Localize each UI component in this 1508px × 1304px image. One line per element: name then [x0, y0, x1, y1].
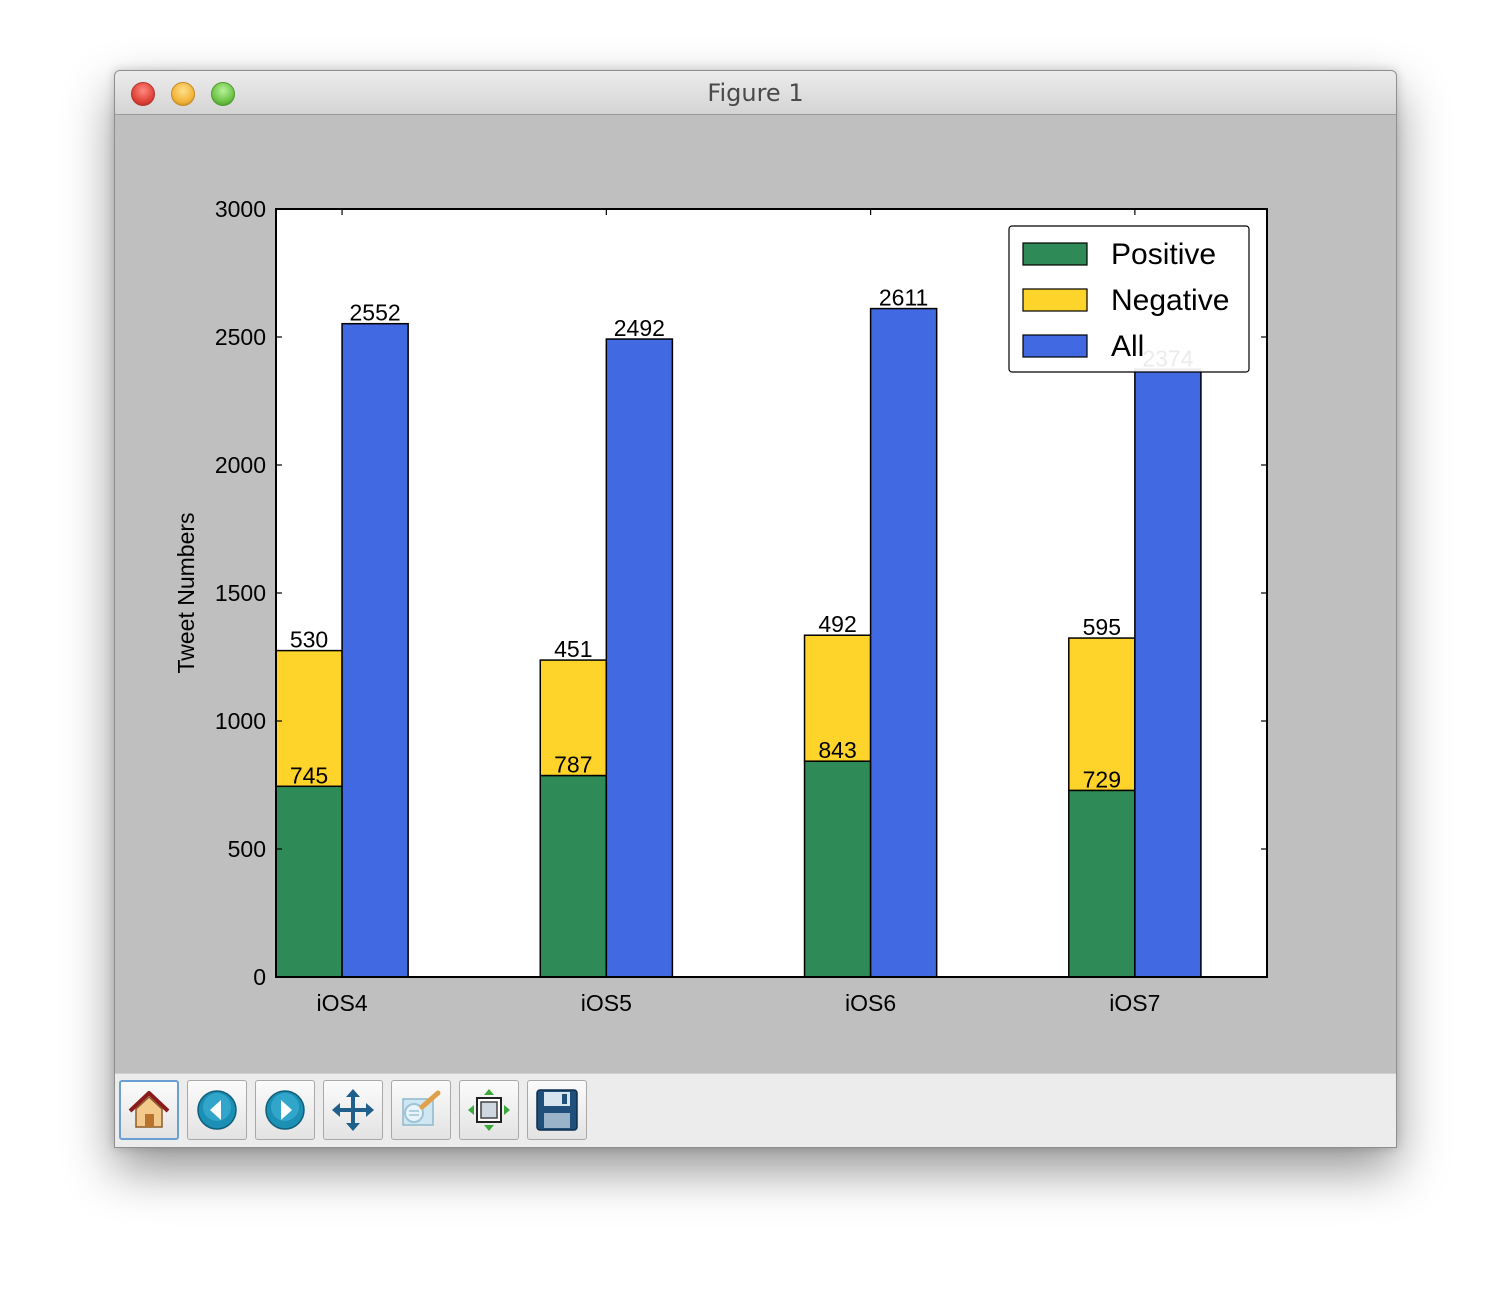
zoom-window-button[interactable]: [211, 82, 235, 106]
data-label-all-iOS6: 2611: [879, 285, 928, 311]
legend-swatch-negative: [1022, 288, 1088, 312]
y-tick-label-3000: 3000: [215, 196, 266, 222]
legend-label-all: All: [1111, 330, 1144, 363]
bar-positive-iOS7: [1068, 789, 1136, 978]
move-arrows-icon: [332, 1089, 374, 1131]
legend-swatch-all: [1022, 334, 1088, 358]
x-tick-label-iOS4: iOS4: [316, 990, 367, 1016]
home-button[interactable]: [119, 1080, 179, 1140]
data-label-all-iOS5: 2492: [614, 315, 665, 341]
subplots-icon: [468, 1089, 510, 1131]
x-tick-label-iOS7: iOS7: [1109, 990, 1160, 1016]
home-icon: [128, 1091, 170, 1128]
subplots-button[interactable]: [459, 1080, 519, 1140]
data-label-all-iOS4: 2552: [350, 300, 401, 326]
data-label-negative-iOS5: 451: [554, 636, 592, 662]
data-label-negative-iOS7: 595: [1083, 614, 1121, 640]
bar-positive-iOS4: [275, 785, 343, 978]
bar-chart: 745 530 2552 iOS4 787 451 2492 iOS5 843 492 2611 iO…: [173, 196, 1268, 1016]
bar-negative-iOS5: [539, 659, 608, 777]
navigation-toolbar: [115, 1073, 1396, 1147]
bar-all-iOS7: [1134, 368, 1202, 978]
back-arrow-icon: [197, 1090, 237, 1130]
bar-negative-iOS6: [803, 634, 872, 762]
forward-button[interactable]: [255, 1080, 315, 1140]
minimize-window-button[interactable]: [171, 82, 195, 106]
figure-window: Figure 1 745 530 2552 iOS4 787 451 2492 iOS5 843…: [114, 70, 1397, 1148]
legend-label-negative: Negative: [1111, 284, 1229, 317]
x-tick-label-iOS5: iOS5: [581, 990, 632, 1016]
x-tick-label-iOS6: iOS6: [845, 990, 896, 1016]
data-label-positive-iOS5: 787: [554, 752, 592, 778]
data-label-positive-iOS4: 745: [290, 762, 328, 788]
bar-all-iOS5: [605, 338, 674, 978]
zoom-rect-icon: [402, 1090, 441, 1126]
bar-all-iOS6: [869, 307, 938, 978]
y-tick-label-1500: 1500: [215, 580, 266, 606]
save-button[interactable]: [527, 1080, 587, 1140]
data-label-positive-iOS6: 843: [818, 737, 856, 763]
pan-button[interactable]: [323, 1080, 383, 1140]
y-tick-label-1000: 1000: [215, 708, 266, 734]
legend-label-positive: Positive: [1111, 238, 1216, 271]
bar-positive-iOS6: [803, 760, 872, 978]
bar-negative-iOS4: [275, 649, 343, 788]
legend-swatch-positive: [1022, 242, 1088, 266]
back-button[interactable]: [187, 1080, 247, 1140]
zoom-button[interactable]: [391, 1080, 451, 1140]
data-label-negative-iOS6: 492: [818, 611, 856, 637]
y-axis-label: Tweet Numbers: [173, 512, 199, 673]
axes-frame: [275, 208, 1268, 978]
data-label-positive-iOS7: 729: [1083, 766, 1121, 792]
data-label-negative-iOS4: 530: [290, 627, 328, 653]
y-tick-label-2000: 2000: [215, 452, 266, 478]
bar-all-iOS4: [341, 322, 409, 978]
bar-negative-iOS7: [1068, 637, 1136, 792]
forward-arrow-icon: [265, 1090, 305, 1130]
y-tick-label-2500: 2500: [215, 324, 266, 350]
floppy-disk-icon: [536, 1089, 578, 1131]
y-tick-label-0: 0: [253, 964, 266, 990]
close-window-button[interactable]: [131, 82, 155, 106]
y-tick-label-500: 500: [228, 836, 266, 862]
window-title: Figure 1: [707, 79, 804, 107]
bar-positive-iOS5: [539, 774, 608, 978]
figure-canvas: 745 530 2552 iOS4 787 451 2492 iOS5 843 492 2611 iO…: [115, 115, 1396, 1073]
title-bar[interactable]: Figure 1: [115, 71, 1396, 115]
